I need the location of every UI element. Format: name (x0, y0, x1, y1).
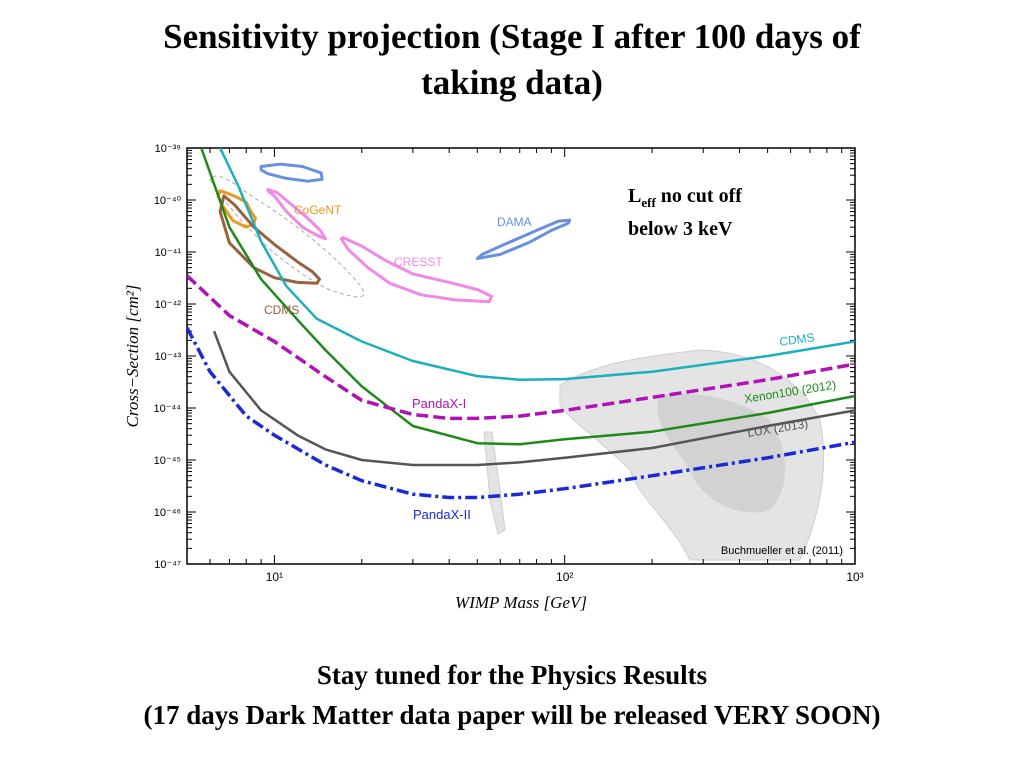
annotation-line2: below 3 keV (628, 218, 733, 240)
label-cdms-limit: CDMS (778, 330, 815, 349)
x-axis-title: WIMP Mass [GeV] (455, 593, 587, 612)
region-cresst (339, 236, 494, 304)
y-tick-label: 10⁻⁴² (155, 299, 182, 311)
susy-region-core (657, 393, 785, 513)
slide-footer: Stay tuned for the Physics Results (17 d… (0, 655, 1024, 735)
series-cdms (218, 148, 855, 381)
annotation-l: L (628, 185, 642, 207)
y-tick-label: 10⁻⁴⁶ (154, 507, 181, 519)
slide-title-line2: taking data) (421, 63, 603, 102)
y-tick-label: 10⁻⁴³ (155, 351, 182, 363)
x-tick-label: 10¹ (266, 570, 283, 584)
leff-annotation: Leff no cut off below 3 keV (628, 183, 742, 243)
label-cdms-region: CDMS (264, 303, 299, 317)
series-pandax-i (187, 274, 855, 421)
y-tick-label: 10⁻⁴⁵ (154, 455, 181, 467)
susy-region-strip (483, 431, 506, 535)
annotation-rest: no cut off (655, 185, 742, 207)
y-tick-label: 10⁻⁴⁷ (154, 559, 181, 571)
x-tick-label: 10³ (846, 570, 863, 584)
series-xenon100-2012- (200, 148, 855, 446)
y-tick-label: 10⁻⁴¹ (155, 247, 182, 259)
label-cogent: CoGeNT (294, 203, 342, 217)
region-dama-upper- (259, 162, 324, 183)
series-lux-2013- (212, 330, 855, 467)
region-dama (475, 218, 572, 260)
region-cdms (218, 194, 321, 285)
y-tick-label: 10⁻³⁹ (155, 143, 181, 155)
slide-title: Sensitivity projection (Stage I after 10… (60, 14, 964, 106)
x-tick-label: 10² (556, 570, 573, 584)
label-dama: DAMA (497, 215, 532, 229)
credit-label: Buchmueller et al. (2011) (721, 545, 843, 557)
label-pandax-ii: PandaX-II (413, 507, 471, 522)
y-tick-label: 10⁻⁴⁰ (154, 195, 182, 207)
y-tick-label: 10⁻⁴⁴ (154, 403, 182, 415)
plot-area (187, 148, 855, 500)
footer-line1: Stay tuned for the Physics Results (316, 660, 708, 690)
region-cresst-low- (266, 187, 327, 241)
annotation-sub: eff (641, 195, 656, 210)
y-axis-title: Cross−Section [cm²] (123, 285, 142, 428)
slide-title-line1: Sensitivity projection (Stage I after 10… (163, 17, 861, 56)
footer-line2: (17 days Dark Matter data paper will be … (143, 700, 881, 730)
series-pandax-ii (187, 326, 855, 500)
label-cresst: CRESST (394, 255, 443, 269)
label-pandax-i: PandaX-I (412, 396, 466, 411)
